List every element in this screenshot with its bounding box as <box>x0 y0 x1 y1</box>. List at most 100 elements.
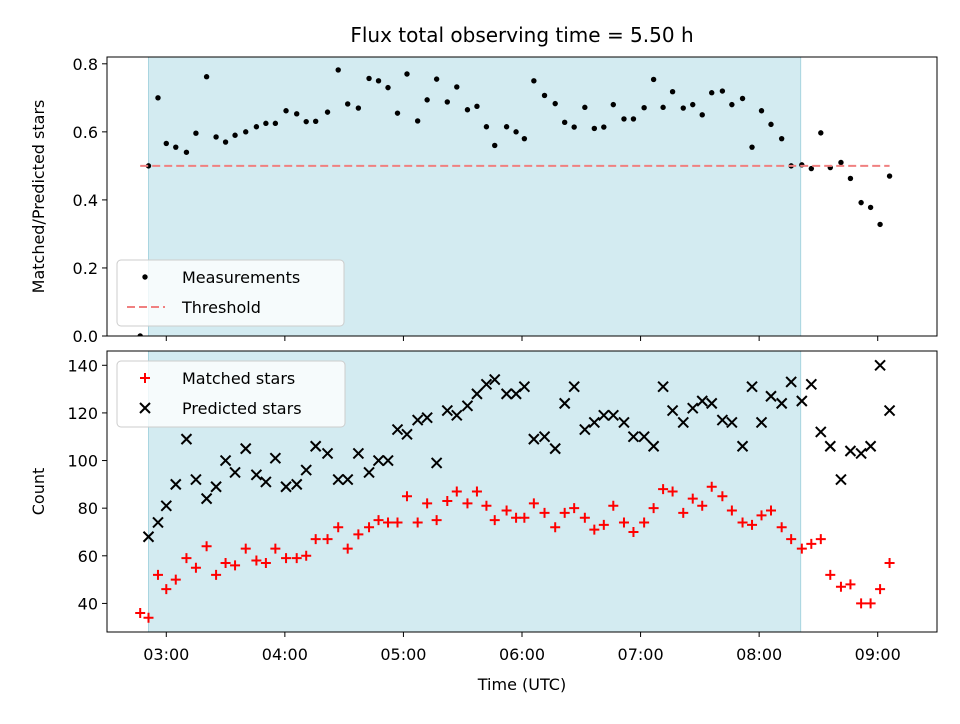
data-layer <box>135 359 896 623</box>
data-point <box>549 442 561 455</box>
data-point <box>451 409 463 422</box>
data-point <box>211 569 222 580</box>
data-point <box>401 491 412 502</box>
data-point <box>222 139 229 145</box>
data-point <box>433 76 440 82</box>
data-point <box>190 562 201 573</box>
data-point <box>796 395 808 407</box>
data-point <box>341 473 354 486</box>
data-point <box>513 129 519 135</box>
data-point <box>462 498 473 509</box>
data-point <box>503 124 510 130</box>
y-axis-label: Count <box>29 468 48 516</box>
y-tick-label: 120 <box>67 404 98 423</box>
y-axis-label: Matched/Predicted stars <box>29 100 48 294</box>
data-point <box>558 397 571 410</box>
data-point <box>657 381 669 393</box>
data-point <box>303 118 309 125</box>
data-point <box>775 397 788 410</box>
legend-entry: Measurements <box>182 268 300 287</box>
data-point <box>726 505 737 516</box>
data-point <box>366 75 372 82</box>
data-point <box>641 104 647 111</box>
data-point <box>699 112 705 118</box>
data-point <box>375 78 382 84</box>
y-tick-label: 60 <box>78 547 98 566</box>
data-point <box>825 569 836 580</box>
data-point <box>332 473 344 486</box>
data-point <box>582 104 588 111</box>
y-tick-label: 140 <box>67 356 98 375</box>
data-point <box>588 416 601 429</box>
data-point <box>461 400 474 412</box>
data-point <box>608 500 619 511</box>
data-point <box>528 498 539 509</box>
y-tick-label: 0.2 <box>73 259 98 278</box>
data-point <box>294 111 300 117</box>
data-point <box>559 507 570 518</box>
data-point <box>430 457 443 469</box>
data-point <box>190 473 202 486</box>
data-point <box>815 426 827 438</box>
panel-1: 0.0 0.2 0.4 0.6 0.8 Matched/Predicted stars Me… <box>29 55 938 346</box>
data-point <box>835 581 846 592</box>
data-point <box>717 491 728 502</box>
data-point <box>219 454 232 467</box>
data-point <box>621 116 627 122</box>
data-point <box>818 130 824 136</box>
data-point <box>203 74 210 80</box>
data-point <box>382 454 394 467</box>
data-point <box>454 84 460 90</box>
data-point <box>660 104 666 111</box>
data-point <box>260 557 271 568</box>
data-point <box>385 84 391 91</box>
data-point <box>170 574 181 585</box>
y-tick-label: 0.6 <box>73 123 98 142</box>
data-point <box>291 553 302 564</box>
data-point <box>855 447 867 460</box>
data-point <box>884 557 895 568</box>
x-tick-label: 04:00 <box>262 645 308 664</box>
data-point <box>321 447 334 460</box>
data-point <box>270 543 281 554</box>
legend-entry: Matched stars <box>182 369 295 388</box>
data-point <box>391 423 404 436</box>
data-point <box>729 101 735 108</box>
data-point <box>309 440 322 452</box>
data-point <box>778 135 785 142</box>
x-tick-label: 05:00 <box>380 645 426 664</box>
data-point <box>312 118 319 125</box>
data-point <box>229 466 241 479</box>
data-point <box>283 108 289 114</box>
data-point <box>550 522 561 533</box>
data-point <box>815 534 826 545</box>
data-point <box>628 526 639 537</box>
data-point <box>152 516 164 529</box>
data-point <box>500 388 513 400</box>
data-point <box>598 409 610 422</box>
data-point <box>552 100 558 107</box>
data-point <box>858 199 864 206</box>
data-point <box>706 397 718 410</box>
data-point <box>736 440 749 452</box>
data-point <box>232 132 238 138</box>
data-point <box>200 492 213 505</box>
data-point <box>776 522 787 533</box>
data-point <box>310 534 321 545</box>
legend: Matched stars Predicted stars <box>116 360 346 428</box>
data-point <box>394 110 401 116</box>
data-point <box>353 529 364 540</box>
data-point <box>355 105 362 111</box>
data-point <box>280 481 292 493</box>
data-point <box>739 95 746 102</box>
data-point <box>785 376 797 388</box>
data-point <box>647 440 660 452</box>
data-point <box>145 163 152 169</box>
x-axis-label: Time (UTC) <box>477 675 566 694</box>
series-measurements <box>137 67 893 336</box>
data-point <box>335 67 341 73</box>
data-point <box>414 118 421 124</box>
data-point <box>421 411 433 424</box>
data-point <box>835 473 847 486</box>
data-point <box>648 503 659 514</box>
